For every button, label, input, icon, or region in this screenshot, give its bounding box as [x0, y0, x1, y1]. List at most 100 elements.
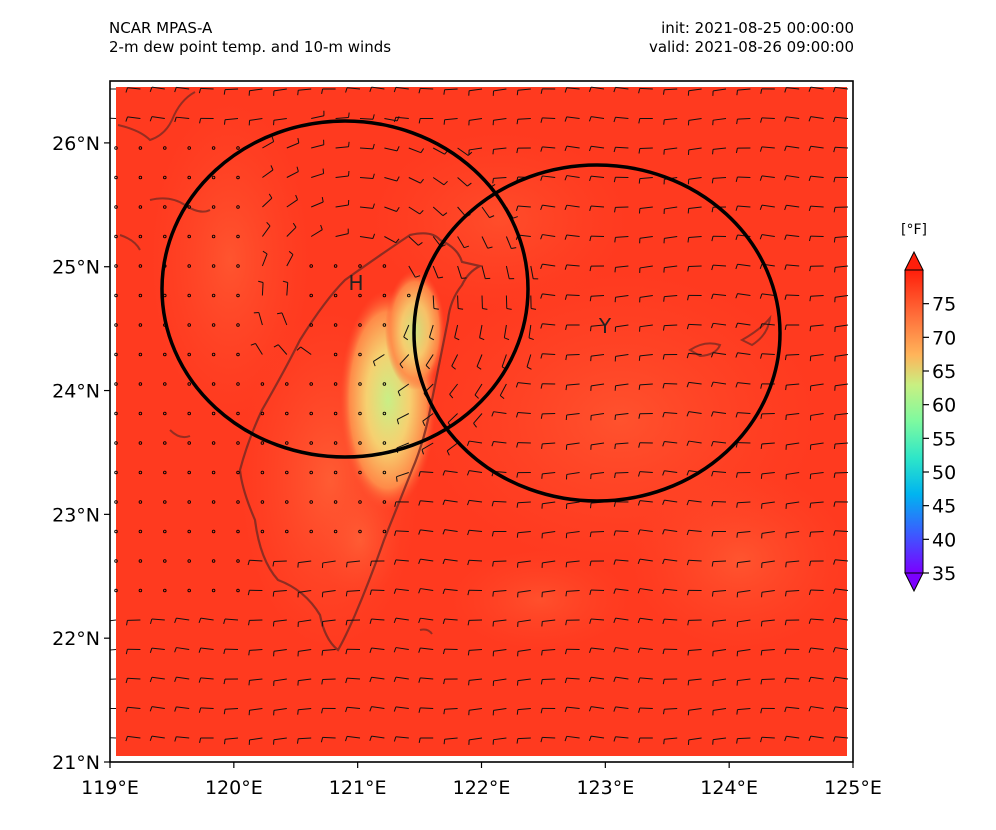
- wind-barb-shaft: [395, 530, 409, 532]
- wind-barb-shaft: [664, 470, 678, 473]
- wind-barb-flag: [516, 532, 519, 538]
- wind-barb-flag: [638, 442, 641, 448]
- wind-barb-flag: [102, 651, 103, 656]
- wind-barb-flag: [516, 709, 519, 715]
- wind-barb-flag: [415, 275, 421, 278]
- calm-wind-marker: [211, 411, 216, 416]
- y-tick-label: 23°N: [52, 504, 100, 526]
- wind-barb-flag: [760, 413, 763, 419]
- colorbar-gradient: [904, 269, 924, 574]
- wind-barb-shaft: [712, 560, 727, 563]
- wind-barb-shaft: [786, 442, 800, 446]
- wind-barb-flag: [614, 443, 616, 450]
- calm-wind-marker: [236, 559, 240, 563]
- wind-barb-shaft: [311, 144, 324, 149]
- wind-barb-shaft: [420, 558, 434, 562]
- wind-barb-flag: [808, 677, 812, 683]
- wind-barb-shaft: [311, 115, 325, 119]
- y-tick-label: 22°N: [52, 628, 100, 650]
- wind-barb-shaft: [249, 559, 263, 562]
- wind-barb-shaft: [474, 383, 483, 396]
- wind-barb-flag: [662, 383, 665, 389]
- calm-wind-marker: [187, 175, 191, 180]
- wind-barb-shaft: [737, 649, 751, 652]
- calm-wind-marker: [114, 441, 118, 445]
- wind-barb-shaft: [493, 147, 507, 150]
- wind-barb-flag: [613, 147, 616, 153]
- wind-barb-flag: [809, 326, 812, 332]
- wind-barb-flag: [686, 560, 690, 566]
- calm-wind-marker: [187, 500, 191, 504]
- wind-barb-flag: [506, 308, 512, 310]
- calm-wind-marker: [260, 441, 265, 445]
- wind-barb-flag: [321, 708, 324, 714]
- wind-barb-shaft: [493, 411, 507, 414]
- wind-barb-shaft: [615, 588, 629, 591]
- wind-barb-shaft: [261, 282, 264, 296]
- wind-barb-flag: [760, 383, 763, 389]
- wind-barb-flag: [198, 707, 202, 713]
- wind-barb-shaft: [737, 382, 751, 385]
- calm-wind-marker: [114, 529, 118, 534]
- wind-barb-shaft: [615, 413, 629, 416]
- wind-barb-flag: [418, 707, 421, 713]
- wind-barb-flag: [394, 501, 397, 507]
- wind-barb-shaft: [639, 87, 653, 90]
- wind-barb-flag: [467, 530, 470, 536]
- wind-barb-shaft: [371, 706, 385, 709]
- wind-barb-shaft: [200, 87, 214, 90]
- calm-wind-marker: [187, 588, 191, 593]
- wind-barb-shaft: [664, 499, 678, 503]
- wind-barb-shaft: [664, 737, 678, 740]
- calm-wind-marker: [187, 470, 191, 475]
- wind-barb-flag: [614, 237, 616, 243]
- wind-barb-flag: [320, 737, 324, 743]
- wind-barb-shaft: [371, 618, 385, 621]
- calm-wind-marker: [285, 529, 289, 534]
- calm-wind-marker: [358, 529, 362, 534]
- wind-barb-flag: [396, 176, 400, 182]
- wind-barb-flag: [638, 148, 641, 154]
- wind-barb-shaft: [469, 529, 483, 532]
- wind-barb-shaft: [347, 87, 361, 90]
- wind-barb-shaft: [591, 354, 605, 357]
- wind-barb-flag: [832, 676, 836, 683]
- wind-barb-shaft: [639, 265, 653, 269]
- wind-barb-shaft: [639, 324, 653, 328]
- wind-barb-flag: [808, 116, 812, 122]
- calm-wind-marker: [187, 352, 191, 357]
- wind-barb-flag: [833, 736, 836, 742]
- dewpoint-field: H Y: [102, 86, 850, 756]
- wind-barb-shaft: [432, 147, 445, 155]
- wind-barb-shaft: [298, 560, 312, 564]
- wind-barb-flag: [344, 736, 348, 742]
- wind-barb-shaft: [786, 706, 800, 709]
- calm-wind-marker: [236, 382, 240, 386]
- wind-barb-flag: [288, 250, 294, 255]
- wind-barb-flag: [540, 204, 543, 211]
- wind-barb-shaft: [590, 531, 605, 533]
- calm-wind-marker: [163, 175, 167, 180]
- wind-barb-shaft: [249, 708, 263, 711]
- wind-barb-shaft: [835, 617, 849, 621]
- wind-barb-flag: [784, 145, 787, 151]
- wind-barb-flag: [808, 175, 812, 182]
- wind-barb-shaft: [517, 619, 531, 623]
- wind-barb-flag: [418, 677, 421, 683]
- wind-barb-shaft: [566, 531, 580, 534]
- wind-barb-flag: [759, 234, 763, 240]
- wind-barb-shaft: [444, 88, 458, 91]
- wind-barb-flag: [345, 591, 348, 597]
- wind-barb-flag: [760, 443, 763, 449]
- wind-barb-flag: [760, 708, 763, 714]
- wind-barb-shaft: [298, 678, 312, 682]
- wind-barb-shaft: [615, 647, 629, 650]
- wind-barb-flag: [662, 618, 665, 625]
- wind-barb-shaft: [786, 87, 800, 90]
- wind-barb-shaft: [664, 708, 678, 710]
- wind-barb-flag: [491, 501, 494, 507]
- wind-barb-flag: [663, 709, 665, 715]
- wind-barb-shaft: [688, 411, 702, 414]
- wind-barb-shaft: [493, 118, 507, 121]
- wind-barb-shaft: [408, 265, 416, 278]
